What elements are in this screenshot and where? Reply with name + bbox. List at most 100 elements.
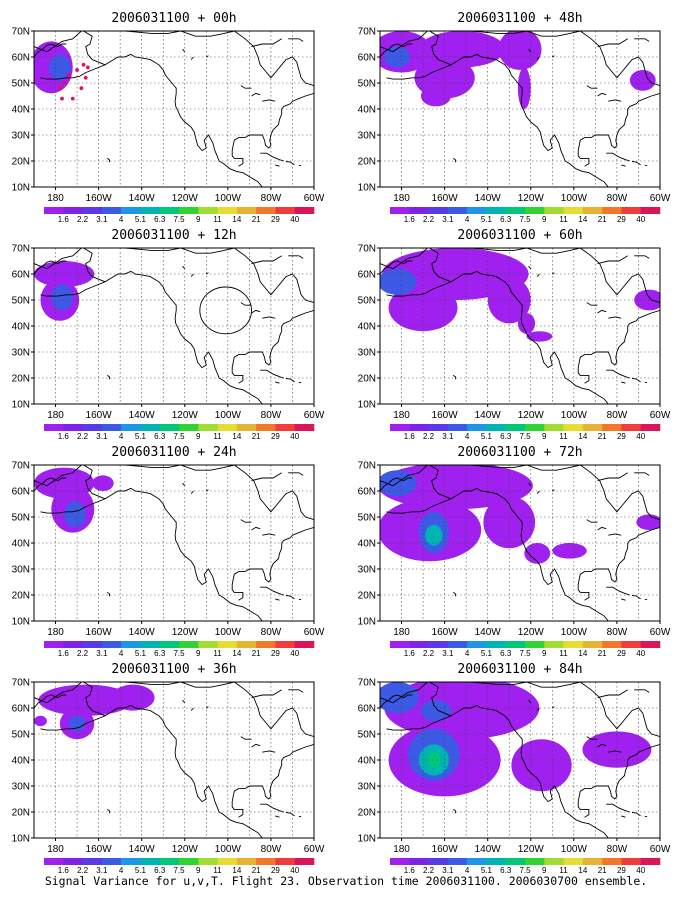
colorbar-swatch [159,207,180,214]
colorbar-label: 6.3 [154,215,166,224]
colorbar-swatch [101,207,122,214]
x-tick-label: 180 [47,410,64,421]
colorbar-label: 29 [271,866,280,875]
colorbar-swatch [198,641,218,648]
observation-point [70,96,75,101]
y-tick-label: 30N [358,131,376,142]
coastline-segment [577,526,660,601]
y-tick-label: 40N [12,322,30,333]
colorbar-label: 2.2 [77,866,89,875]
colorbar-label: 7.5 [519,866,531,875]
coastline-segment [450,704,609,838]
colorbar-swatch [217,424,238,431]
colorbar: 1.6 2.2 3.1 4 5.1 6.3 7.5 9 11 14 21 29 40 [390,207,661,224]
colorbar-label: 1.6 [58,649,70,658]
y-tick-label: 10N [358,400,376,411]
colorbar-swatch [602,641,622,648]
x-tick-label: 140W [475,844,502,855]
map-panel-5: 2006031100 + 72h 10N 20N 30N 40N 50N 60N 70N 180… [358,445,671,658]
colorbar-label: 7.5 [519,432,531,441]
coastline-segment [251,92,261,97]
x-tick-label: 180 [393,410,410,421]
colorbar-swatch [82,207,103,214]
colorbar-swatch [275,641,296,648]
coastline-segment [231,526,314,601]
coastline-segment [621,815,626,818]
colorbar-swatch [390,207,410,214]
coastline-segment [606,586,630,596]
colorbar-swatch [256,207,276,214]
colorbar-label: 9 [542,649,547,658]
colorbar: 1.6 2.2 3.1 4 5.1 6.3 7.5 9 11 14 21 29 40 [390,424,661,441]
colorbar-label: 21 [598,215,607,224]
coastline-segment [536,56,540,60]
colorbar-swatch [409,641,429,648]
colorbar-swatch [294,424,315,431]
colorbar-label: 9 [196,215,201,224]
colorbar-label: 3.1 [96,432,108,441]
colorbar-label: 3.1 [96,649,108,658]
colorbar-label: 4 [465,432,470,441]
coastline-segment [597,38,628,48]
colorbar-swatch [198,858,218,865]
x-tick-label: 120W [518,193,545,204]
colorbar-label: 4 [119,432,124,441]
y-tick-label: 40N [358,756,376,767]
y-tick-label: 40N [358,105,376,116]
figure-caption: Signal Variance for u,v,T. Flight 23. Ob… [44,874,648,888]
coastline-segment [450,487,609,621]
colorbar-label: 5.1 [481,649,493,658]
coastline-segment [608,99,622,102]
y-tick-label: 50N [358,79,376,90]
coastline-segment [621,598,626,601]
coastline-segment [260,152,284,162]
variance-contour [111,684,155,711]
colorbar-swatch [121,858,141,865]
map-gridlines [34,465,314,621]
coastline-segment [190,273,194,277]
variance-contour [552,543,587,559]
x-tick-label: 180 [47,844,64,855]
colorbar-label: 21 [598,649,607,658]
y-tick-label: 40N [358,322,376,333]
map-plot-area [34,248,314,404]
coastline-segment [83,682,235,688]
colorbar-swatch [525,641,545,648]
coastline-segment [34,31,82,53]
y-tick-label: 30N [12,565,30,576]
x-tick-label: 140W [475,193,502,204]
colorbar-label: 1.6 [404,432,416,441]
colorbar-label: 5.1 [135,215,147,224]
colorbar-label: 11 [213,432,222,441]
colorbar-label: 9 [196,866,201,875]
colorbar-label: 11 [213,866,222,875]
coastline-segment [288,255,304,259]
y-tick-label: 60N [358,704,376,715]
map-plot-area [34,31,314,187]
variance-contour [380,470,417,497]
x-tick-label: 160W [86,193,113,204]
x-tick-label: 160W [432,844,459,855]
coastline-segment [621,381,626,384]
coastline-map [380,248,660,404]
coastline-segment [380,477,413,492]
colorbar-label: 11 [559,432,568,441]
colorbar-swatch [179,424,199,431]
colorbar-swatch [582,207,603,214]
colorbar-swatch [505,641,526,648]
variance-contour [629,70,656,91]
colorbar-label: 40 [290,432,299,441]
coastline-segment [34,682,82,704]
coastline-segment [580,31,660,87]
colorbar-swatch [217,858,238,865]
colorbar-label: 4 [119,866,124,875]
coastline-segment [380,31,428,53]
x-tick-label: 100W [215,193,242,204]
colorbar-swatch [621,424,642,431]
colorbar-label: 2.2 [423,432,435,441]
coastline-segment [260,586,284,596]
x-tick-label: 80W [261,627,282,638]
coastline-segment [104,270,263,404]
colorbar-swatch [256,641,276,648]
colorbar-swatch [275,207,296,214]
